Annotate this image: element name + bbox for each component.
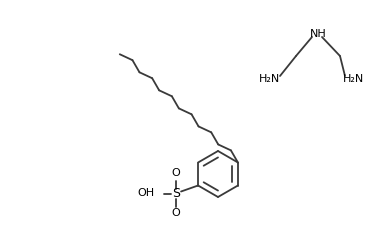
Text: H₂N: H₂N <box>260 74 280 84</box>
Text: O: O <box>172 209 180 219</box>
Text: OH: OH <box>137 189 154 198</box>
Text: NH: NH <box>310 29 326 39</box>
Text: O: O <box>172 168 180 179</box>
Text: S: S <box>172 187 180 200</box>
Text: H₂N: H₂N <box>344 74 364 84</box>
